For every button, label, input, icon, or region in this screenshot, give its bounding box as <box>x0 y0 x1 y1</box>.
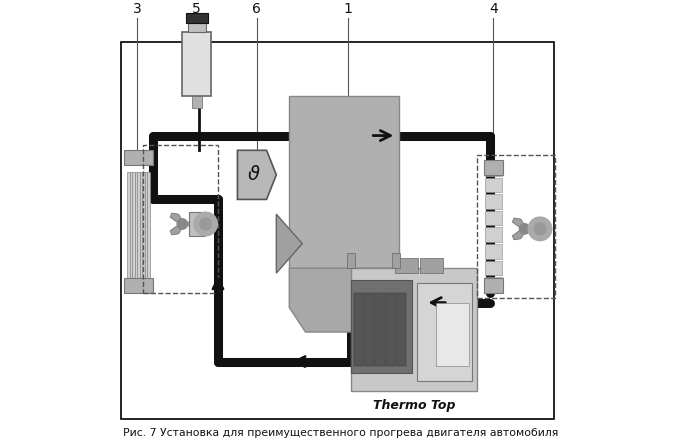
Bar <box>485 244 502 258</box>
Bar <box>485 178 502 192</box>
Bar <box>485 228 502 242</box>
Bar <box>351 268 477 391</box>
Bar <box>483 160 503 175</box>
Bar <box>485 277 502 292</box>
Circle shape <box>177 219 187 229</box>
Bar <box>189 212 205 236</box>
Bar <box>397 293 406 366</box>
Bar <box>132 172 135 293</box>
Bar <box>477 155 555 297</box>
Circle shape <box>528 217 552 241</box>
Bar <box>147 172 150 293</box>
Text: 6: 6 <box>253 2 261 16</box>
Bar <box>127 172 130 293</box>
Bar <box>420 258 443 273</box>
Text: Рис. 7 Установка для преимущественного прогрева двигателя автомобиля: Рис. 7 Установка для преимущественного п… <box>123 428 558 438</box>
Bar <box>183 32 211 96</box>
Bar <box>354 293 364 366</box>
Circle shape <box>534 223 546 235</box>
Bar <box>124 278 153 293</box>
Circle shape <box>200 218 212 230</box>
Bar <box>130 172 132 293</box>
Bar <box>485 261 502 275</box>
Bar <box>124 150 153 165</box>
Text: $\vartheta$: $\vartheta$ <box>247 165 261 185</box>
Text: 3: 3 <box>132 2 141 16</box>
Bar <box>121 42 555 418</box>
Bar <box>485 161 502 176</box>
Polygon shape <box>170 213 184 224</box>
Bar <box>485 194 502 209</box>
Circle shape <box>519 224 530 234</box>
Bar <box>192 96 202 108</box>
Bar <box>185 13 208 22</box>
Bar <box>365 293 374 366</box>
Polygon shape <box>183 221 204 227</box>
Bar <box>289 96 399 268</box>
Bar <box>392 254 400 268</box>
Polygon shape <box>513 228 526 240</box>
Bar <box>386 293 396 366</box>
Bar <box>436 302 469 366</box>
Polygon shape <box>276 214 302 273</box>
Polygon shape <box>513 218 526 229</box>
Bar <box>145 172 147 293</box>
Polygon shape <box>238 150 276 199</box>
Bar <box>143 172 145 293</box>
Bar <box>483 278 503 293</box>
Text: 4: 4 <box>489 2 498 16</box>
Bar <box>395 258 418 273</box>
Polygon shape <box>525 226 546 232</box>
Polygon shape <box>170 224 184 235</box>
Bar <box>417 283 472 381</box>
Polygon shape <box>289 268 399 332</box>
Bar <box>351 280 411 373</box>
Bar <box>143 146 218 293</box>
Text: 1: 1 <box>343 2 352 16</box>
Bar <box>140 172 143 293</box>
Circle shape <box>194 212 217 236</box>
Bar <box>347 254 354 268</box>
Text: Thermo Top: Thermo Top <box>373 399 456 412</box>
Bar <box>187 22 206 32</box>
Bar <box>375 293 385 366</box>
Bar <box>137 172 140 293</box>
Bar <box>485 211 502 225</box>
Text: 5: 5 <box>192 2 201 16</box>
Bar <box>135 172 137 293</box>
